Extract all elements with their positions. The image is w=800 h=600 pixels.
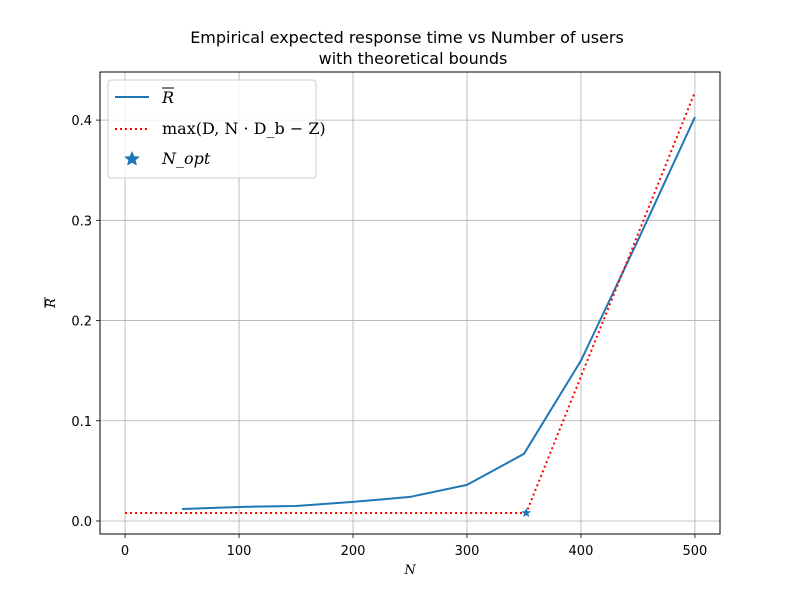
legend-label-r: R — [161, 88, 174, 107]
y-tick-label: 0.4 — [71, 114, 92, 129]
y-tick-label: 0.2 — [71, 315, 92, 330]
legend-label-bound: max(D, N · D_b − Z) — [162, 119, 326, 138]
x-tick-label: 200 — [341, 544, 366, 559]
y-tick-label: 0.3 — [71, 214, 92, 229]
chart-title: Empirical expected response time vs Numb… — [190, 28, 624, 47]
x-axis-label: N — [403, 563, 416, 578]
y-axis-label: R — [44, 298, 59, 309]
x-tick-label: 400 — [569, 544, 594, 559]
series-layer — [125, 91, 696, 517]
legend: R max(D, N · D_b − Z) N_opt — [107, 79, 326, 179]
x-tick-label: 100 — [227, 544, 252, 559]
legend-box — [107, 79, 317, 179]
legend-text-nopt: N_opt — [161, 149, 211, 168]
y-tick-label: 0.0 — [71, 515, 92, 530]
legend-label-nopt: N_opt — [161, 149, 211, 168]
chart-subtitle: with theoretical bounds — [319, 49, 508, 68]
y-tick-label: 0.1 — [71, 415, 92, 430]
x-tick-label: 0 — [121, 544, 129, 559]
legend-text-r: R — [161, 88, 174, 107]
plot-frame — [99, 71, 721, 535]
tick-layer: 0 100 200 300 400 500 0.0 0.1 0.2 0.3 0.4 — [71, 114, 707, 559]
nopt-point — [521, 507, 532, 517]
x-tick-label: 500 — [683, 544, 708, 559]
y-axis-label-group: R — [44, 297, 59, 309]
r-line — [182, 116, 696, 510]
legend-swatch-nopt — [124, 151, 140, 166]
x-tick-label: 300 — [455, 544, 480, 559]
